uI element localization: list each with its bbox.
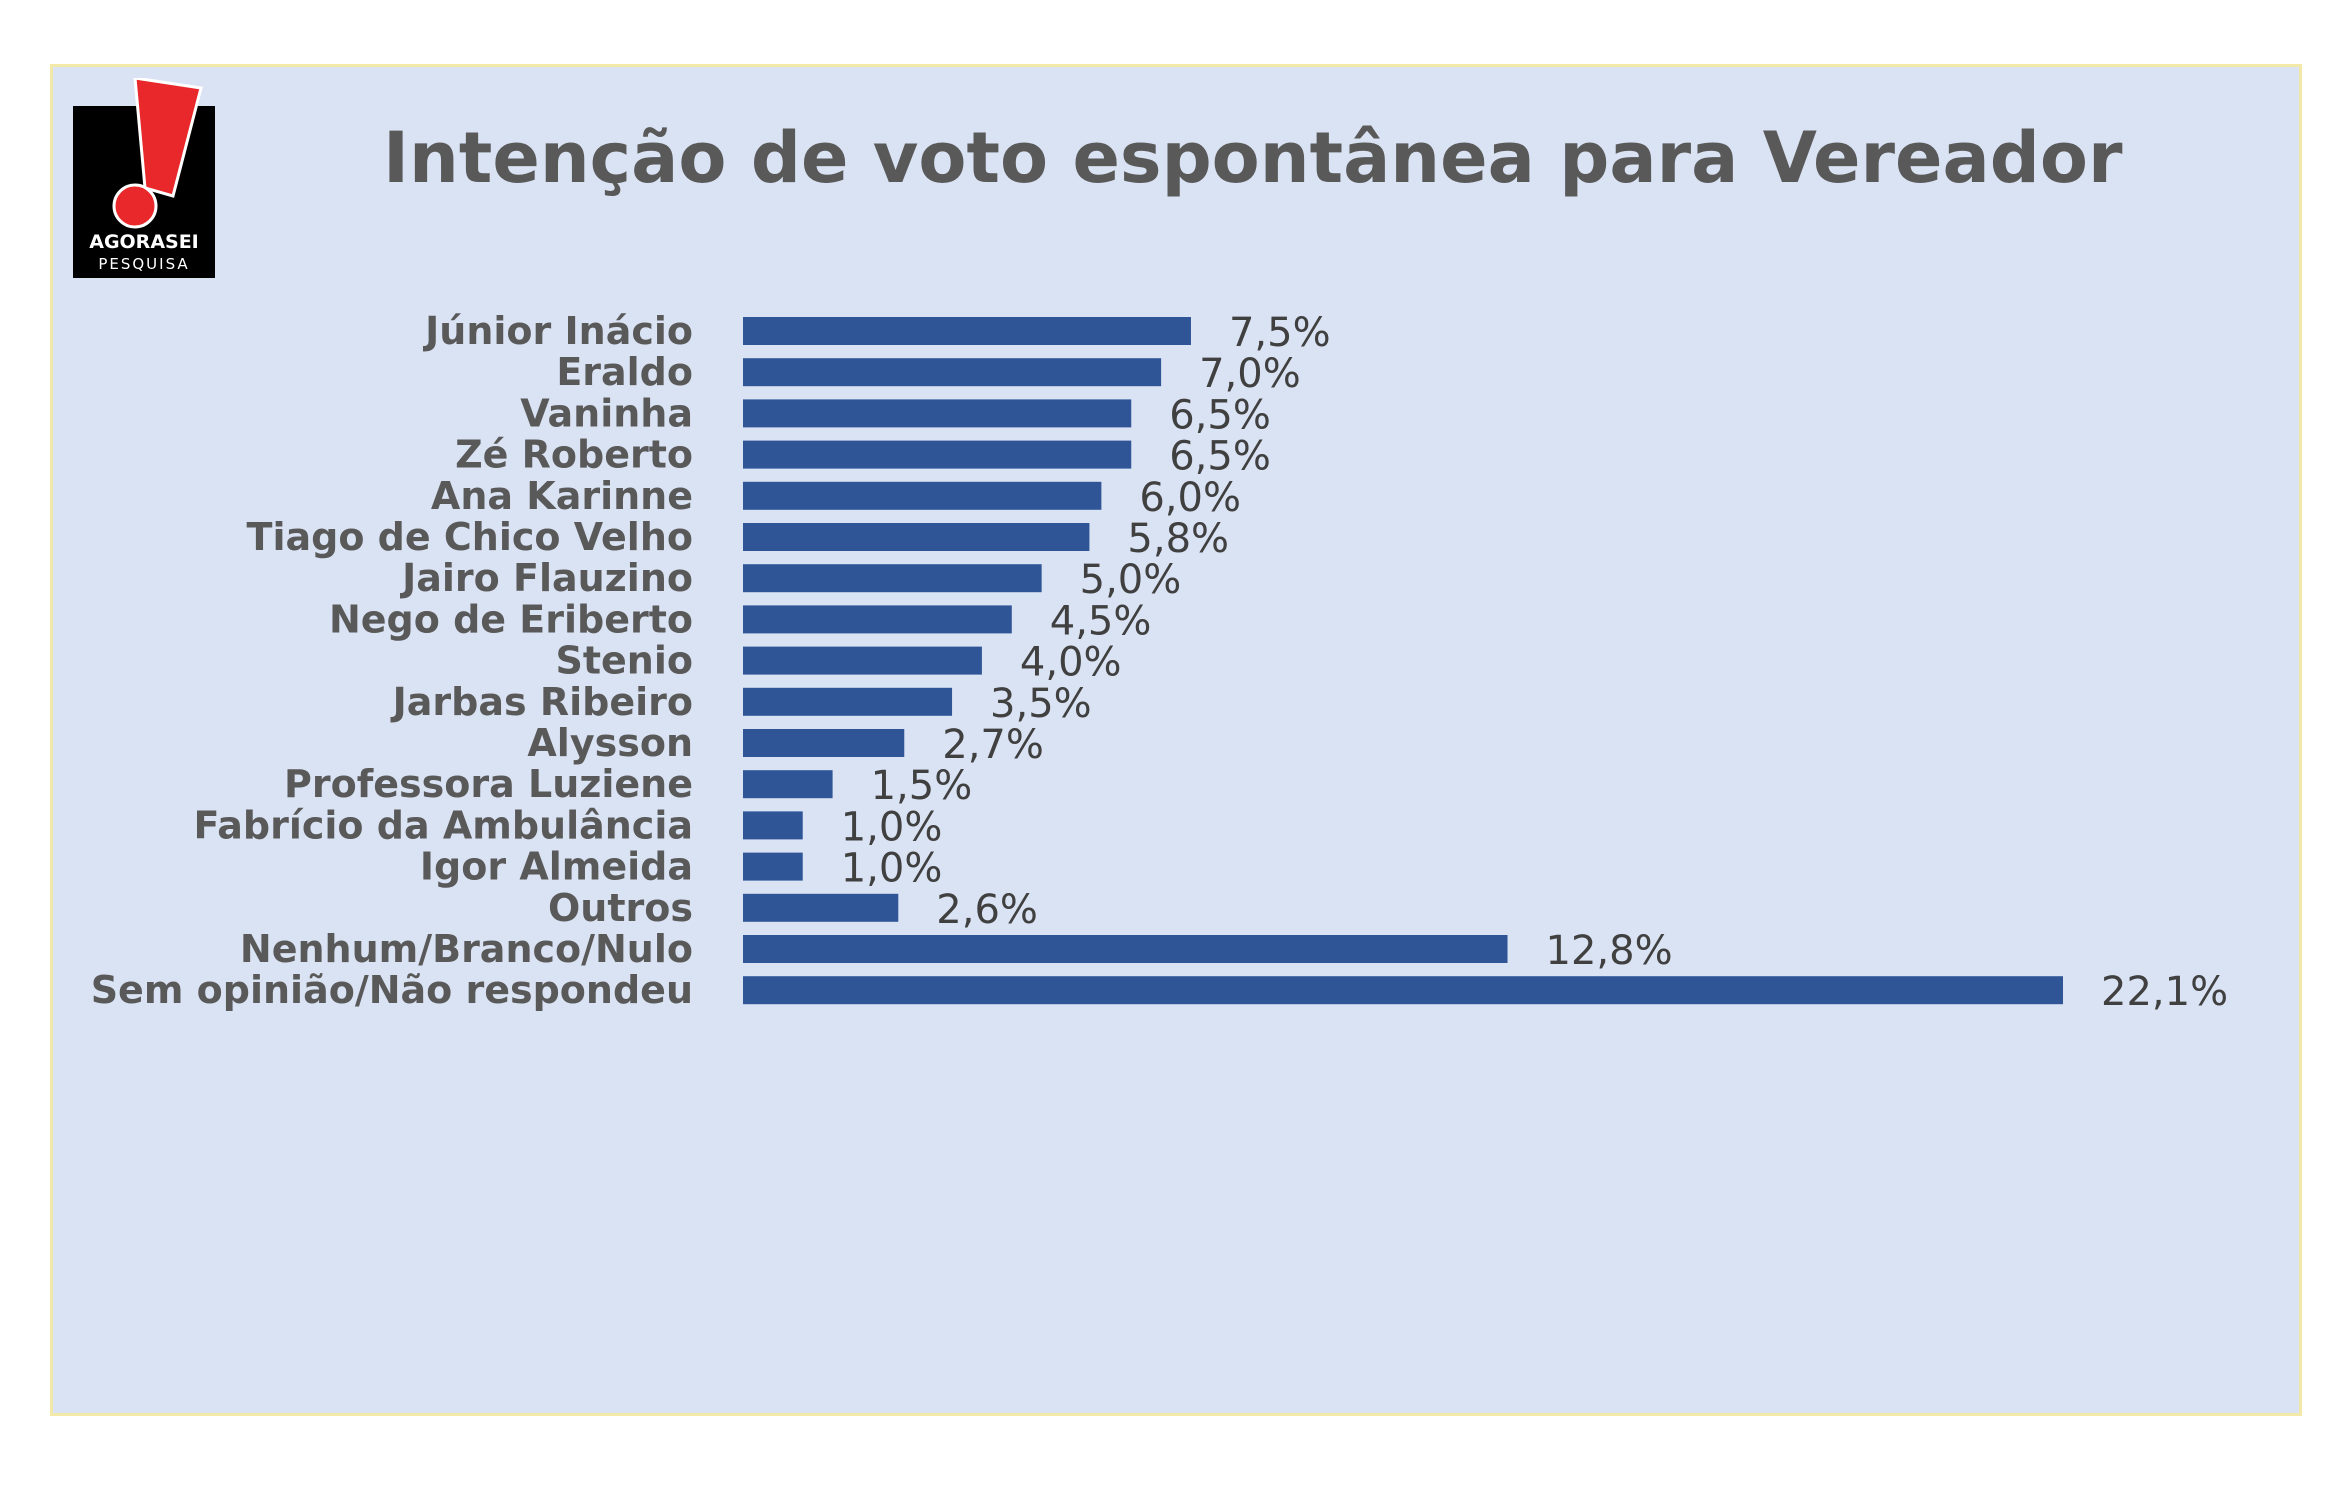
bar (743, 646, 982, 675)
data-label: 6,0% (1139, 475, 1241, 521)
data-label: 1,5% (871, 763, 973, 809)
data-label: 7,5% (1229, 310, 1331, 356)
chart-title: Intenção de voto espontânea para Vereado… (383, 117, 2123, 199)
category-label: Eraldo (556, 350, 693, 394)
bar (743, 523, 1090, 551)
logo-text-bottom: PESQUISA (98, 255, 189, 273)
data-label: 5,8% (1127, 516, 1229, 562)
bar (743, 564, 1042, 593)
category-label: Tiago de Chico Velho (247, 515, 693, 559)
data-label: 7,0% (1199, 351, 1301, 397)
bars-group: Júnior Inácio 7,5% Eraldo 7,0% Vaninha 6,5% Zé… (91, 309, 2228, 1015)
bar (743, 687, 953, 716)
bar (743, 358, 1162, 387)
data-label: 3,5% (990, 681, 1092, 727)
data-label: 4,0% (1020, 640, 1122, 686)
data-label: 12,8% (1546, 928, 1673, 974)
exclamation-dot-icon (112, 183, 158, 229)
logo-text-top: AGORASEI (89, 231, 199, 253)
data-label: 4,5% (1050, 598, 1152, 644)
agorasei-logo: AGORASEI PESQUISA (73, 78, 215, 278)
data-label: 5,0% (1080, 557, 1182, 603)
bar (743, 399, 1132, 428)
bar (743, 481, 1102, 510)
bar (743, 811, 803, 840)
category-label: Júnior Inácio (422, 309, 693, 353)
bar (743, 317, 1191, 345)
bar (743, 770, 833, 799)
data-label: 22,1% (2101, 969, 2228, 1015)
chart-panel: AGORASEI PESQUISA Intenção de voto espon… (50, 64, 2302, 1416)
category-label: Igor Almeida (420, 845, 693, 889)
data-label: 2,7% (942, 722, 1044, 768)
data-label: 1,0% (841, 846, 943, 892)
data-label: 2,6% (936, 887, 1038, 933)
category-label: Nego de Eriberto (329, 597, 693, 641)
category-label: Professora Luziene (284, 762, 693, 806)
category-label: Ana Karinne (431, 474, 693, 518)
category-label: Zé Roberto (455, 433, 693, 477)
category-label: Jarbas Ribeiro (390, 680, 693, 724)
bar (743, 440, 1132, 469)
bar (743, 729, 905, 757)
category-label: Sem opinião/Não respondeu (91, 968, 693, 1012)
bar (743, 605, 1012, 634)
category-label: Outros (548, 886, 693, 930)
bar (743, 852, 803, 881)
bar-chart-plot: Júnior Inácio 7,5% Eraldo 7,0% Vaninha 6,5% Zé… (91, 309, 2228, 1015)
bar (743, 935, 1508, 963)
bar (743, 893, 899, 922)
exclamation-mark-icon (133, 78, 203, 198)
category-label: Nenhum/Branco/Nulo (240, 927, 693, 971)
category-label: Jairo Flauzino (399, 556, 693, 600)
category-label: Vaninha (520, 391, 693, 435)
bar (743, 976, 2063, 1005)
category-label: Fabrício da Ambulância (194, 803, 693, 847)
data-label: 1,0% (841, 804, 943, 850)
category-label: Alysson (527, 721, 693, 765)
data-label: 6,5% (1169, 434, 1271, 480)
category-label: Stenio (556, 639, 694, 683)
data-label: 6,5% (1169, 392, 1271, 438)
